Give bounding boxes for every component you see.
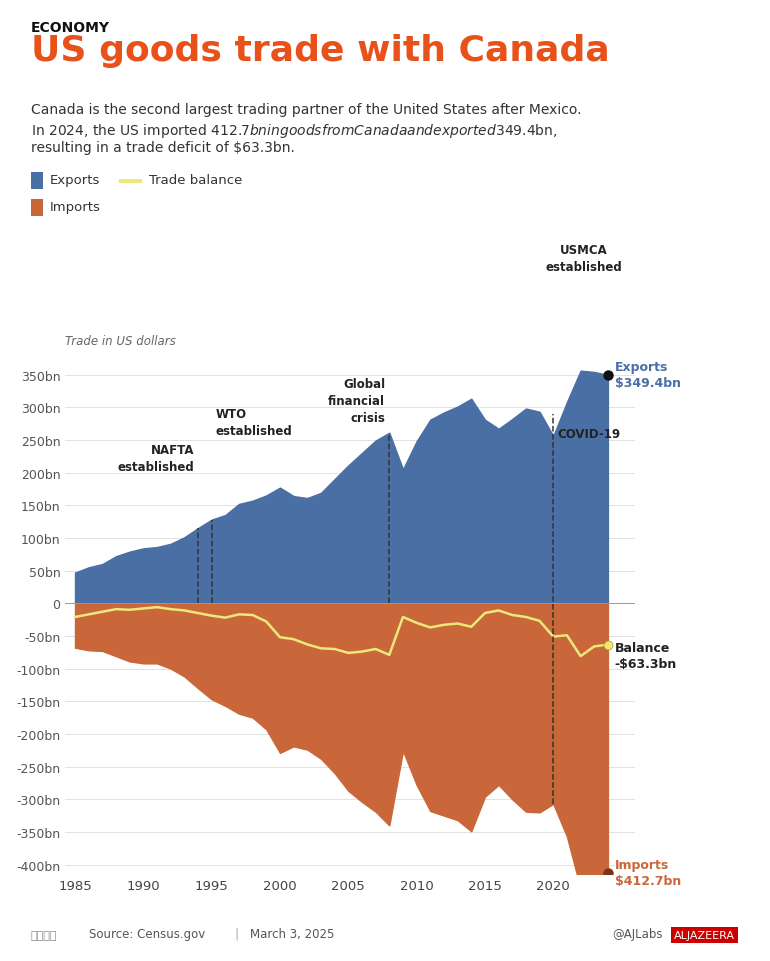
Text: resulting in a trade deficit of $63.3bn.: resulting in a trade deficit of $63.3bn. [31,141,295,156]
Text: @AJLabs: @AJLabs [612,926,663,940]
Text: Exports
$349.4bn: Exports $349.4bn [614,361,681,390]
Text: In 2024, the US imported $412.7bn in goods from Canada and exported $349.4bn,: In 2024, the US imported $412.7bn in goo… [31,122,557,140]
Text: Imports: Imports [50,201,101,214]
Text: Exports: Exports [50,174,100,187]
Text: Canada is the second largest trading partner of the United States after Mexico.: Canada is the second largest trading par… [31,103,581,117]
Text: NAFTA
established: NAFTA established [117,443,194,473]
Text: COVID-19: COVID-19 [557,428,621,440]
Text: ALJAZEERA: ALJAZEERA [674,930,735,940]
Text: Balance
-$63.3bn: Balance -$63.3bn [614,641,677,671]
Text: |: | [235,926,239,940]
Text: US goods trade with Canada: US goods trade with Canada [31,34,610,67]
Text: Trade in US dollars: Trade in US dollars [65,334,176,348]
Text: Imports
$412.7bn: Imports $412.7bn [614,858,681,888]
Text: WTO
established: WTO established [216,407,293,437]
Text: USMCA
established: USMCA established [546,244,622,274]
Text: March 3, 2025: March 3, 2025 [250,926,335,940]
Text: Source: Census.gov: Source: Census.gov [89,926,205,940]
Text: ⒸⒸⒸⒸ: ⒸⒸⒸⒸ [31,930,57,940]
Text: ECONOMY: ECONOMY [31,21,110,36]
Text: Global
financial
crisis: Global financial crisis [328,377,385,424]
Text: Trade balance: Trade balance [149,174,242,187]
